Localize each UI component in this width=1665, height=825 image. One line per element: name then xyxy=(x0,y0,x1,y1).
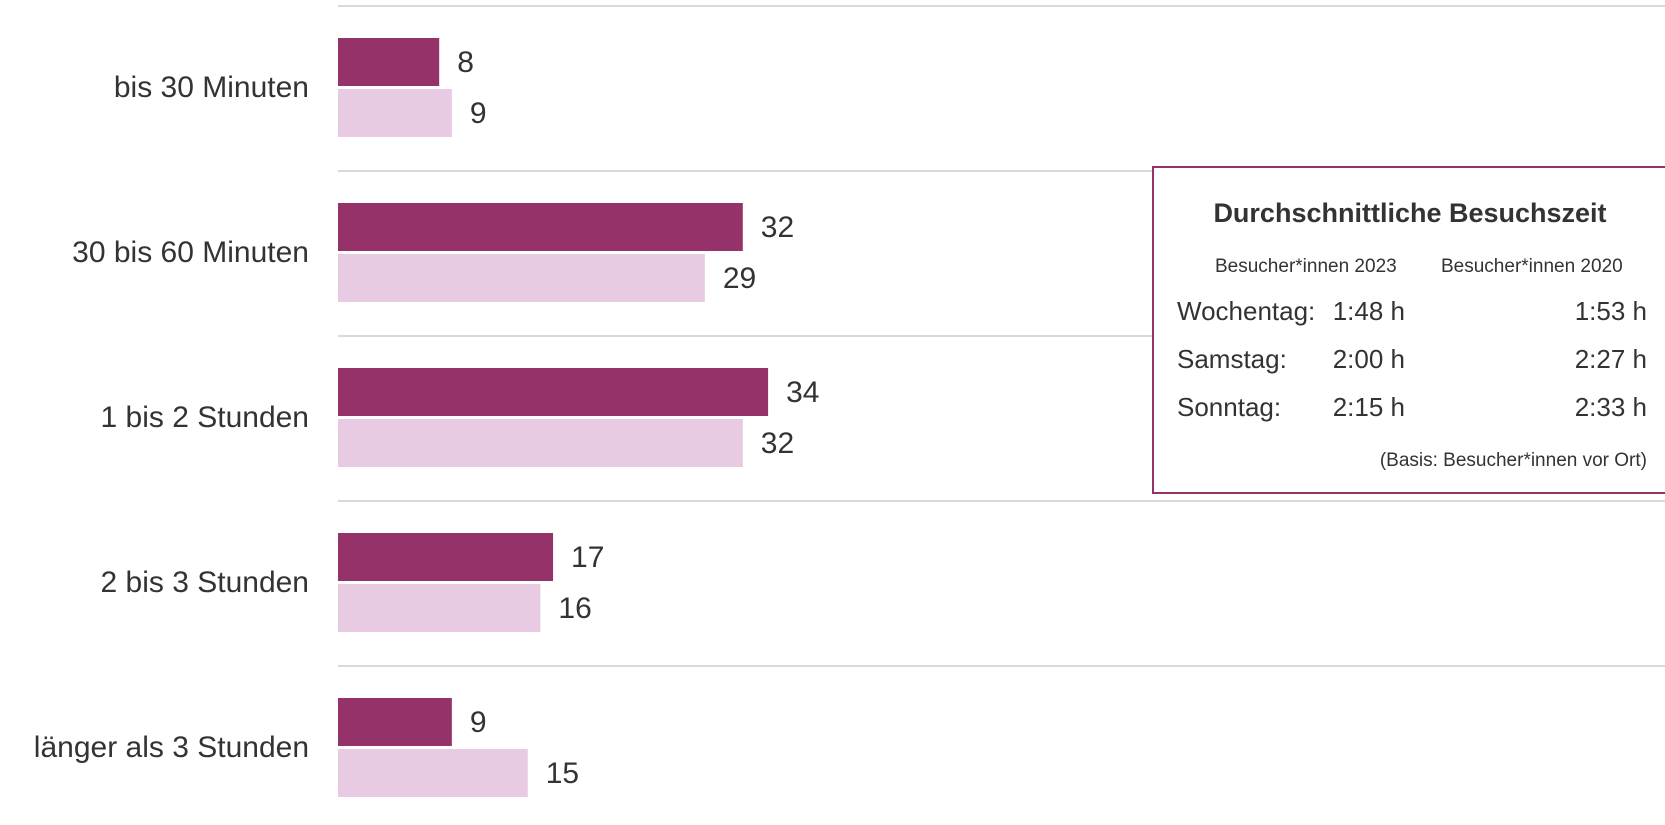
bar-series-1 xyxy=(338,698,452,746)
infobox-value-2020: 2:33 h xyxy=(1574,392,1647,422)
infobox-column-2023: Besucher*innen 2023 xyxy=(1215,256,1397,277)
infobox-day-label: Sonntag: xyxy=(1177,392,1282,422)
data-label: 32 xyxy=(761,427,794,460)
data-label: 29 xyxy=(723,262,756,295)
data-label: 15 xyxy=(546,757,579,790)
bar-series-1 xyxy=(338,533,554,581)
bar-series-2 xyxy=(338,419,743,467)
category-label: bis 30 Minuten xyxy=(114,71,309,104)
bar-series-1 xyxy=(338,203,743,251)
infobox-value-2020: 2:27 h xyxy=(1574,344,1647,374)
data-label: 16 xyxy=(558,592,591,625)
data-label: 34 xyxy=(786,376,819,409)
infobox-column-2020: Besucher*innen 2020 xyxy=(1441,256,1623,277)
infobox-row-weekday: Wochentag: 1:48 h 1:53 h xyxy=(1177,296,1647,328)
infobox-value-2023: 2:00 h xyxy=(1332,344,1405,374)
category-label: 30 bis 60 Minuten xyxy=(72,236,309,269)
infobox-note: (Basis: Besucher*innen vor Ort) xyxy=(1379,450,1647,471)
infobox-title: Durchschnittliche Besuchszeit xyxy=(1213,198,1607,228)
data-label: 9 xyxy=(470,97,487,130)
bar-series-2 xyxy=(338,749,528,797)
data-label: 8 xyxy=(457,46,474,79)
category-label: länger als 3 Stunden xyxy=(34,731,309,764)
bar-series-1 xyxy=(338,368,769,416)
infobox-value-2020: 1:53 h xyxy=(1574,296,1647,326)
infobox-day-label: Samstag: xyxy=(1177,344,1287,374)
average-visit-time-box: Durchschnittliche Besuchszeit Besucher*i… xyxy=(1152,166,1665,494)
category-label: 2 bis 3 Stunden xyxy=(101,566,310,599)
category-label: 1 bis 2 Stunden xyxy=(101,401,310,434)
data-label: 17 xyxy=(571,541,604,574)
infobox-row-sunday: Sonntag: 2:15 h 2:33 h xyxy=(1177,392,1647,424)
data-label: 9 xyxy=(470,706,487,739)
bar-series-1 xyxy=(338,38,440,86)
infobox-day-label: Wochentag: xyxy=(1177,296,1316,326)
infobox-row-saturday: Samstag: 2:00 h 2:27 h xyxy=(1177,344,1647,376)
bar-series-2 xyxy=(338,584,541,632)
bar-series-2 xyxy=(338,89,452,137)
data-label: 32 xyxy=(761,211,794,244)
bar-series-2 xyxy=(338,254,705,302)
infobox-value-2023: 2:15 h xyxy=(1332,392,1405,422)
infobox-value-2023: 1:48 h xyxy=(1332,296,1405,326)
